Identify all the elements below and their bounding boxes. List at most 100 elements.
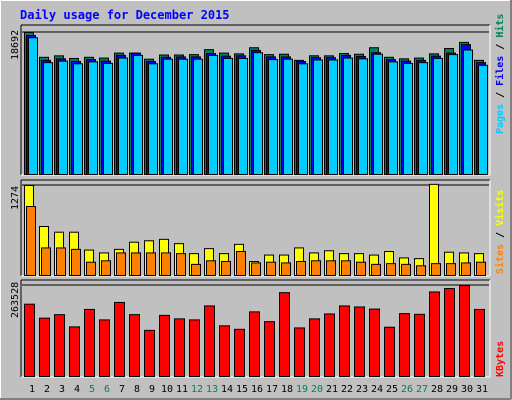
kbytes-bar	[264, 321, 275, 377]
sites-bar	[356, 261, 366, 277]
sites-bar	[56, 247, 66, 277]
pages-bar	[418, 62, 428, 175]
pages-bar	[478, 64, 488, 175]
kbytes-bar	[399, 313, 410, 377]
kbytes-bar	[99, 319, 110, 377]
sites-bar	[101, 260, 111, 276]
pages-bar	[448, 54, 458, 176]
sites-bar	[446, 263, 456, 276]
x-axis-labels: 1 2 3 4 5 6 7 8 9 10 11 12 13 14 15 16 17 18 19 20 21 22 23 24 2…	[29, 384, 488, 395]
x-tick-label: 31	[476, 384, 488, 395]
ylabel-part: /	[495, 38, 506, 56]
visits-bar	[429, 183, 439, 277]
pages-bar	[298, 63, 308, 175]
sites-bar	[221, 261, 231, 276]
pages-bar	[313, 59, 323, 176]
x-tick-label: 30	[461, 384, 473, 395]
kbytes-bar	[144, 329, 155, 377]
kbytes-bar	[309, 318, 320, 378]
kbytes-bar	[279, 292, 290, 377]
sites-bar	[341, 260, 351, 276]
sites-bar	[266, 261, 276, 277]
pages-bar	[343, 57, 353, 176]
pages-bar	[358, 58, 368, 175]
pages-bar	[73, 63, 83, 175]
sites-bar	[476, 261, 486, 277]
sites-bar	[326, 260, 336, 276]
pages-bar	[118, 57, 128, 176]
x-tick-label: 1	[29, 384, 35, 395]
ylabel-pages-files-hits: Pages / Files / Hits	[494, 14, 506, 134]
ylabel-part: Hits	[494, 14, 506, 38]
x-tick-label: 27	[416, 384, 428, 395]
kbytes-bar	[414, 313, 425, 378]
ylabel-kbytes: KBytes	[495, 341, 506, 377]
pages-bar	[178, 58, 188, 175]
sites-bar	[146, 252, 156, 277]
x-tick-label: 10	[161, 384, 173, 395]
x-tick-label: 7	[119, 384, 125, 395]
pages-bar	[268, 59, 278, 175]
x-tick-label: 26	[401, 384, 413, 395]
sites-bar	[86, 261, 96, 277]
x-tick-label: 18	[281, 384, 293, 395]
kbytes-bar	[369, 308, 380, 378]
ylabel-part: Visits	[494, 190, 506, 226]
pages-bar	[463, 49, 473, 175]
kbytes-bar	[219, 325, 230, 378]
kbytes-bar	[189, 319, 200, 377]
sites-bar	[71, 248, 81, 277]
pages-bar	[253, 52, 263, 176]
sites-bar	[416, 265, 426, 276]
kbytes-bar	[39, 317, 50, 377]
x-tick-label: 8	[134, 384, 140, 395]
sites-bar	[161, 252, 171, 277]
x-tick-label: 6	[104, 384, 110, 395]
kbytes-bar	[459, 285, 470, 377]
kbytes-bar	[429, 291, 440, 377]
x-tick-label: 3	[59, 384, 65, 395]
pages-bar	[433, 57, 443, 175]
kbytes-bar	[444, 287, 455, 377]
y-tick-visits: 1274	[10, 186, 21, 210]
x-tick-label: 19	[296, 384, 308, 395]
pages-bar	[88, 61, 98, 175]
x-tick-label: 23	[356, 384, 368, 395]
kbytes-bar	[159, 314, 170, 377]
pages-bar	[238, 57, 248, 175]
kbytes-bar	[384, 326, 395, 377]
pages-bar	[223, 57, 233, 175]
kbytes-bar	[204, 305, 215, 377]
x-tick-label: 11	[176, 384, 188, 395]
kbytes-bar	[354, 306, 365, 377]
pages-bar	[163, 58, 173, 175]
sites-bar	[236, 251, 246, 276]
pages-bar	[208, 54, 218, 175]
kbytes-bar	[24, 303, 35, 377]
kbytes-bar	[84, 308, 95, 377]
x-tick-label: 15	[236, 384, 248, 395]
kbytes-bar	[339, 305, 350, 377]
kbytes-bar	[54, 314, 65, 377]
kbytes-bar	[174, 318, 185, 378]
x-tick-label: 14	[221, 384, 233, 395]
y-tick-hits: 18692	[10, 30, 21, 60]
pages-bar	[193, 58, 203, 175]
sites-bar	[401, 263, 411, 277]
sites-bar	[251, 262, 261, 276]
pages-bar	[28, 37, 38, 175]
sites-bar	[206, 260, 216, 276]
kbytes-bar	[114, 301, 125, 377]
x-tick-label: 9	[149, 384, 155, 395]
sites-bar	[431, 263, 441, 276]
x-tick-label: 29	[446, 384, 458, 395]
pages-bar	[43, 62, 53, 175]
x-tick-label: 2	[44, 384, 50, 395]
x-tick-label: 5	[89, 384, 95, 395]
kbytes-bar	[294, 327, 305, 377]
sites-bar	[386, 263, 396, 276]
sites-bar	[116, 252, 126, 277]
sites-bar	[191, 263, 201, 277]
ylabel-part: Pages	[495, 104, 506, 134]
